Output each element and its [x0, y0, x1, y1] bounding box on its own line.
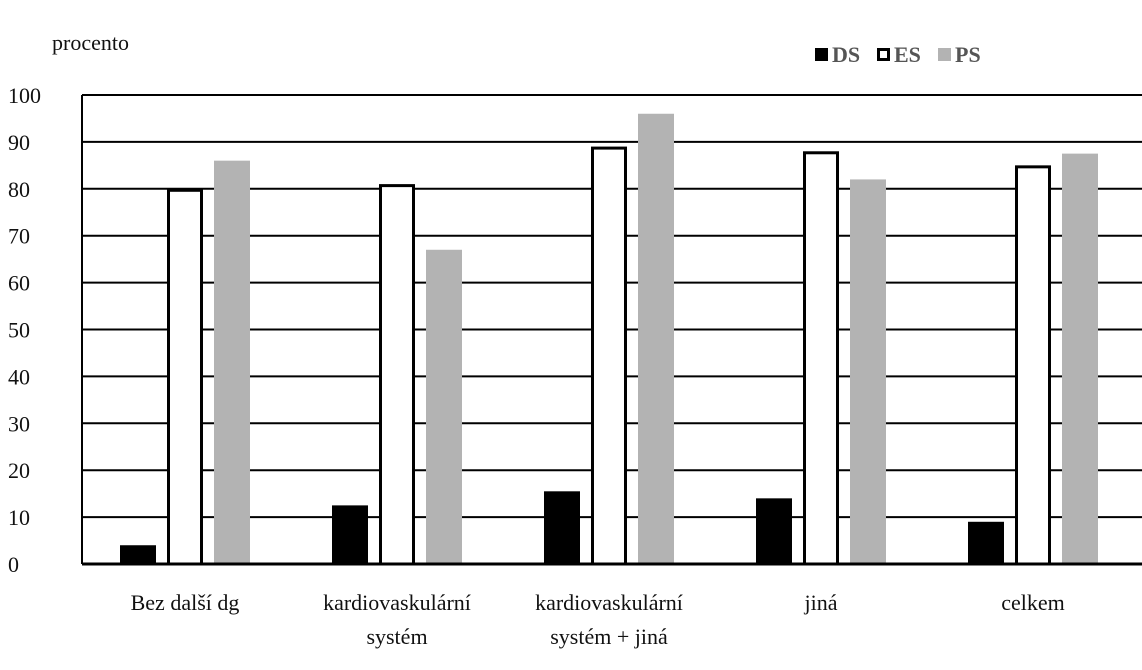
y-tick-label: 20	[8, 458, 30, 483]
y-tick-label: 90	[8, 130, 30, 155]
y-tick-label: 0	[8, 552, 19, 577]
legend-swatch-ps	[938, 48, 951, 61]
bar-ps	[426, 249, 462, 564]
bar-es	[379, 184, 415, 566]
legend-label-ds: DS	[832, 42, 860, 67]
bar-ds	[120, 545, 156, 564]
x-tick-label: kardiovaskulární systém + jiná	[535, 590, 683, 649]
bar-es	[167, 188, 203, 566]
legend-label-es: ES	[894, 42, 921, 67]
bars	[120, 113, 1098, 566]
y-tick-label: 40	[8, 364, 30, 389]
bar-es	[1015, 165, 1051, 566]
bar-es	[591, 146, 627, 566]
y-axis-ticks: 0 10 20 30 40 50 60 70 80 90 100	[8, 83, 41, 577]
y-tick-label: 60	[8, 271, 30, 296]
legend-swatch-es	[877, 48, 890, 61]
bar-ds	[968, 521, 1004, 564]
bar-ps	[1062, 153, 1098, 564]
bar-ds	[756, 498, 792, 564]
x-tick-label: jiná	[804, 590, 838, 615]
legend-swatch-ds	[815, 48, 828, 61]
y-tick-label: 50	[8, 318, 30, 343]
y-tick-label: 30	[8, 411, 30, 436]
bar-ds	[332, 505, 368, 564]
x-tick-label: celkem	[1001, 590, 1065, 615]
y-axis-label: procento	[52, 30, 129, 55]
x-axis	[81, 95, 1142, 566]
y-tick-label: 70	[8, 224, 30, 249]
bar-ps	[638, 113, 674, 564]
y-tick-label: 10	[8, 505, 30, 530]
x-tick-label: kardiovaskulární systém	[323, 590, 471, 649]
y-tick-label: 100	[8, 83, 41, 108]
bar-es	[803, 151, 839, 566]
legend-label-ps: PS	[955, 42, 981, 67]
x-axis-labels: Bez další dg kardiovaskulární systém kardio…	[131, 590, 1065, 649]
bar-ds	[544, 491, 580, 564]
y-tick-label: 80	[8, 177, 30, 202]
bar-ps	[214, 160, 250, 564]
bar-ps	[850, 179, 886, 565]
x-tick-label: Bez další dg	[131, 590, 240, 615]
legend: DS ES PS	[815, 42, 981, 67]
